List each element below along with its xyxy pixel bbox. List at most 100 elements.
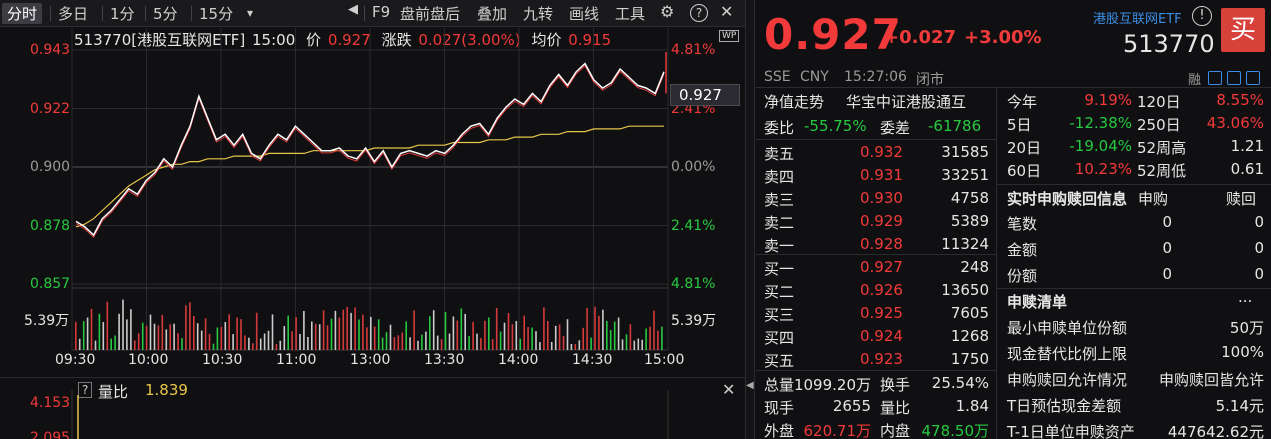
gear-icon[interactable]: ⚙: [660, 2, 675, 21]
perf-value: 1.21: [1230, 137, 1264, 155]
volume-bar: [381, 337, 384, 350]
pre-post-market-button[interactable]: 盘前盘后: [400, 5, 461, 23]
x-tick: 13:00: [350, 352, 391, 368]
volume-bar: [314, 323, 317, 350]
ask-price[interactable]: 0.932: [860, 143, 903, 161]
pane-splitter[interactable]: ◀: [745, 0, 755, 439]
bid-volume: 1268: [950, 327, 989, 345]
window-icon[interactable]: [1227, 71, 1241, 85]
volume-bar: [248, 337, 250, 350]
volume-bar: [181, 338, 183, 350]
bid-level-label: 买四: [764, 329, 795, 347]
volume-bar: [354, 307, 356, 350]
redemption-row-label: T-1日单位申赎资产: [1007, 423, 1135, 439]
nine-turn-button[interactable]: 九转: [523, 5, 554, 23]
volume-bar: [330, 318, 333, 350]
volume-bar: [173, 323, 175, 350]
volume-bar: [625, 334, 628, 350]
more-periods-dropdown[interactable]: ▾: [247, 6, 254, 20]
volume-bar: [393, 337, 396, 350]
ask-price[interactable]: 0.928: [860, 235, 903, 253]
ask-volume: 4758: [950, 189, 989, 207]
weibi-value: -55.75%: [804, 117, 867, 135]
tab-5min[interactable]: 5分: [153, 5, 178, 23]
perf-value: 10.23%: [1074, 160, 1132, 178]
overlay-button[interactable]: 叠加: [477, 5, 508, 23]
f9-button[interactable]: F9: [372, 3, 391, 21]
bid-price[interactable]: 0.924: [860, 327, 903, 345]
volume-bar: [200, 330, 203, 350]
share-icon[interactable]: [1246, 71, 1260, 85]
help-icon[interactable]: ?: [690, 4, 708, 22]
volume-bar: [405, 321, 407, 350]
bid-price[interactable]: 0.925: [860, 304, 903, 322]
volume-bar: [236, 317, 238, 350]
stat-value: 2655: [832, 397, 871, 415]
volume-bar: [429, 316, 431, 350]
buy-button[interactable]: 买: [1221, 8, 1265, 52]
volume-bar: [484, 320, 486, 350]
y-tick-left: 0.878: [30, 218, 71, 234]
volume-bar: [499, 331, 502, 350]
info-icon[interactable]: !: [1192, 6, 1212, 26]
volume-bar: [94, 340, 97, 350]
ask-volume: 11324: [941, 235, 989, 253]
wp-badge[interactable]: WP: [719, 30, 740, 42]
bid-volume: 13650: [941, 281, 989, 299]
ask-level-label: 卖一: [764, 237, 795, 255]
close-icon[interactable]: ✕: [720, 2, 734, 21]
intraday-chart[interactable]: [0, 28, 745, 378]
redemption-list-title: 申赎清单: [1007, 293, 1068, 311]
ask-price[interactable]: 0.930: [860, 189, 903, 207]
weibi-label: 委比: [764, 119, 795, 137]
volume-bar: [252, 343, 254, 350]
volume-bar: [531, 327, 533, 350]
volume-bar: [370, 316, 372, 350]
security-name[interactable]: 港股互联网ETF: [1093, 12, 1182, 27]
volume-bar: [157, 325, 160, 350]
perf-value: 0.61: [1230, 160, 1264, 178]
volume-bar: [318, 324, 321, 350]
volume-bar: [244, 335, 246, 350]
creation-row-label: 笔数: [1007, 215, 1038, 233]
sub-chart-header: ? 量比 1.839 ✕: [0, 377, 745, 403]
creation-redeem-value: 0: [1254, 239, 1264, 257]
redemption-row-value: 447642.62元: [1165, 421, 1264, 439]
close-icon[interactable]: ✕: [722, 380, 736, 399]
perf-value: -12.38%: [1069, 114, 1132, 132]
volume-bar: [452, 316, 455, 350]
volume-bar: [169, 324, 171, 350]
bid-price[interactable]: 0.923: [860, 350, 903, 368]
volume-bar: [82, 321, 85, 350]
price-label: 价: [306, 31, 322, 49]
stat-label: 现手: [764, 399, 795, 417]
header-time: 15:00: [252, 31, 296, 49]
ask-price[interactable]: 0.929: [860, 212, 903, 230]
volume-bar: [488, 317, 490, 350]
chevron-left-icon[interactable]: ◀: [348, 2, 358, 17]
tab-1min[interactable]: 1分: [110, 5, 135, 23]
change-label: 涨跌: [381, 31, 412, 49]
security-code: 513770: [1123, 30, 1215, 58]
ask-price[interactable]: 0.931: [860, 166, 903, 184]
bid-level-label: 买三: [764, 306, 795, 324]
tracking-index-link[interactable]: 华宝中证港股通互: [846, 93, 967, 111]
tab-intraday[interactable]: 分时: [2, 3, 43, 24]
help-icon[interactable]: ?: [78, 382, 93, 398]
bid-price[interactable]: 0.926: [860, 281, 903, 299]
perf-value: 43.06%: [1206, 114, 1264, 132]
volume-bar: [621, 339, 624, 350]
volume-bar: [303, 311, 305, 350]
more-button[interactable]: ...: [1238, 288, 1253, 306]
tab-multi-day[interactable]: 多日: [58, 5, 89, 23]
weicha-value: -61786: [928, 117, 982, 135]
nav-trend-link[interactable]: 净值走势: [764, 93, 825, 111]
volume-bar: [527, 327, 529, 350]
draw-line-button[interactable]: 画线: [569, 5, 600, 23]
edit-icon[interactable]: [1208, 71, 1222, 85]
x-tick: 13:30: [424, 352, 465, 368]
tools-button[interactable]: 工具: [615, 5, 646, 23]
tab-15min[interactable]: 15分: [199, 5, 234, 23]
bid-price[interactable]: 0.927: [860, 258, 903, 276]
chevron-left-icon[interactable]: ◀: [746, 380, 754, 391]
